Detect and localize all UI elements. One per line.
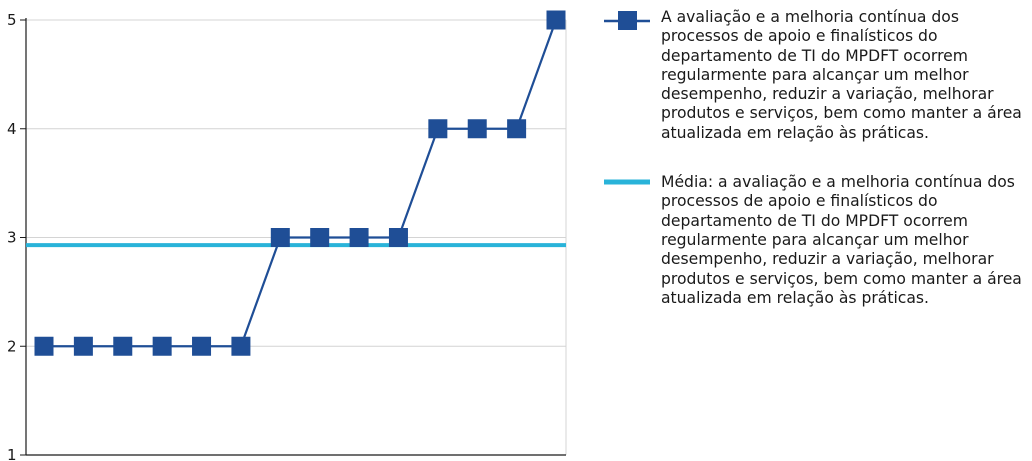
y-tick-label-5: 5 <box>7 11 17 29</box>
legend-swatch-plain-line <box>604 179 650 185</box>
legend-label-series-2: Média: a avaliação e a melhoria contínua… <box>661 173 1022 307</box>
grid-lines <box>26 19 567 455</box>
data-point-3 <box>113 336 133 356</box>
data-point-9 <box>349 228 369 247</box>
data-point-1 <box>34 336 54 356</box>
data-point-8 <box>310 228 330 247</box>
data-point-14 <box>546 10 566 30</box>
line-chart: 1 2 3 4 5 <box>7 10 567 461</box>
y-tick-label-3: 3 <box>7 229 17 247</box>
data-point-10 <box>388 228 408 247</box>
series-markers <box>34 10 566 356</box>
data-point-4 <box>152 336 172 356</box>
data-point-2 <box>73 336 93 356</box>
data-point-5 <box>192 336 212 356</box>
data-point-12 <box>467 119 487 139</box>
y-tick-labels: 1 2 3 4 5 <box>7 11 17 461</box>
legend-item-series-1: A avaliação e a melhoria contínua dos pr… <box>604 8 1032 143</box>
data-point-6 <box>231 336 251 356</box>
axes <box>20 18 566 456</box>
legend-item-series-2: Média: a avaliação e a melhoria contínua… <box>604 173 1032 308</box>
series-line-evaluation <box>44 19 558 348</box>
data-point-11 <box>428 119 448 139</box>
y-tick-label-4: 4 <box>7 120 17 138</box>
y-tick-label-1: 1 <box>7 446 17 461</box>
data-point-7 <box>270 228 290 247</box>
series-lines <box>26 19 566 348</box>
chart-legend: A avaliação e a melhoria contínua dos pr… <box>604 8 1032 338</box>
legend-swatch-square-marker-line <box>604 11 650 30</box>
y-tick-label-2: 2 <box>7 337 17 355</box>
legend-label-series-1: A avaliação e a melhoria contínua dos pr… <box>661 8 1022 142</box>
data-point-13 <box>507 119 527 139</box>
